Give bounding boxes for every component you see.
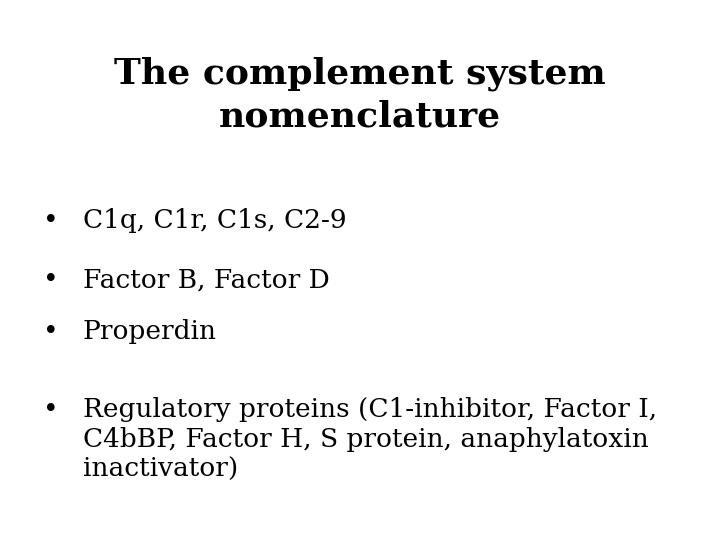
- Text: •: •: [42, 397, 58, 422]
- Text: The complement system
nomenclature: The complement system nomenclature: [114, 57, 606, 133]
- Text: •: •: [42, 208, 58, 233]
- Text: •: •: [42, 267, 58, 292]
- Text: Factor B, Factor D: Factor B, Factor D: [83, 267, 330, 292]
- Text: C1q, C1r, C1s, C2-9: C1q, C1r, C1s, C2-9: [83, 208, 346, 233]
- Text: Regulatory proteins (C1-inhibitor, Factor I,
C4bBP, Factor H, S protein, anaphyl: Regulatory proteins (C1-inhibitor, Facto…: [83, 397, 657, 482]
- Text: •: •: [42, 319, 58, 343]
- Text: Properdin: Properdin: [83, 319, 217, 343]
